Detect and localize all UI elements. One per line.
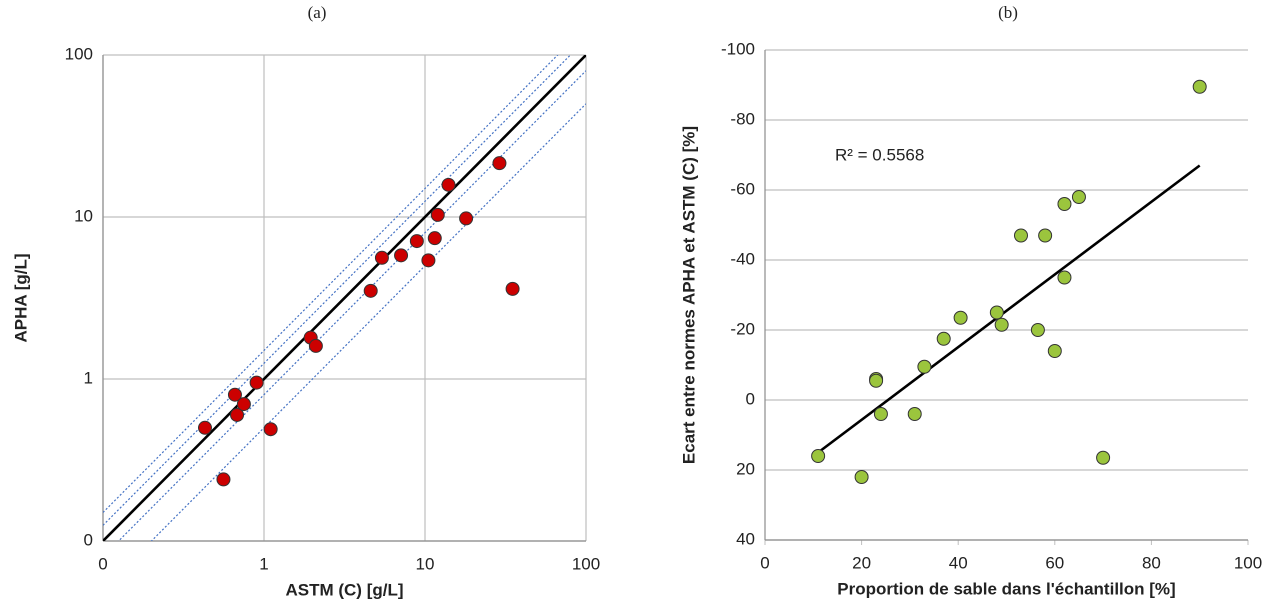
x-tick-label: 60 bbox=[1045, 553, 1064, 572]
y-tick-label: -40 bbox=[730, 249, 755, 268]
data-point bbox=[441, 177, 456, 192]
data-point bbox=[1030, 323, 1045, 337]
data-point bbox=[1013, 228, 1028, 243]
data-point bbox=[363, 283, 378, 298]
data-point bbox=[907, 407, 922, 421]
annotation: R² = 0.5568 bbox=[835, 145, 924, 164]
data-point bbox=[1096, 450, 1111, 465]
tolerance-line bbox=[103, 55, 559, 513]
data-point bbox=[505, 281, 520, 296]
y-tick-label: 100 bbox=[65, 44, 93, 63]
x-tick-label: 10 bbox=[416, 554, 435, 573]
y-tick-label: 0 bbox=[746, 389, 755, 408]
data-point bbox=[1071, 190, 1086, 204]
x-tick-label: 1 bbox=[259, 554, 268, 573]
y-tick-label: 20 bbox=[736, 459, 755, 478]
y-tick-label: -100 bbox=[721, 39, 755, 58]
x-tick-label: 100 bbox=[1234, 553, 1262, 572]
data-point bbox=[1192, 79, 1207, 94]
data-point bbox=[427, 231, 442, 246]
data-point bbox=[936, 331, 951, 346]
data-point bbox=[854, 470, 869, 484]
x-axis-label: Proportion de sable dans l'échantillon [… bbox=[837, 579, 1175, 598]
data-point bbox=[1057, 270, 1072, 285]
data-point bbox=[249, 375, 264, 390]
y-axis-label: Ecart entre normes APHA et ASTM (C) [%] bbox=[679, 126, 698, 464]
data-point bbox=[409, 234, 424, 249]
data-point bbox=[1047, 344, 1062, 358]
x-tick-label: 0 bbox=[98, 554, 107, 573]
data-point bbox=[459, 211, 474, 226]
panel-title: (b) bbox=[998, 3, 1018, 22]
tolerance-line bbox=[117, 70, 586, 541]
data-point bbox=[430, 207, 445, 222]
data-point bbox=[236, 397, 251, 412]
y-axis-label: APHA [g/L] bbox=[11, 253, 30, 342]
data-point bbox=[492, 156, 507, 171]
data-point bbox=[227, 387, 242, 402]
data-point bbox=[1057, 197, 1072, 211]
data-point bbox=[917, 359, 932, 374]
y-tick-label: 0 bbox=[84, 530, 93, 549]
y-tick-label: -60 bbox=[730, 179, 755, 198]
data-point bbox=[994, 317, 1009, 332]
x-tick-label: 100 bbox=[572, 554, 600, 573]
data-point bbox=[394, 248, 409, 263]
data-point bbox=[308, 338, 323, 353]
data-point bbox=[216, 472, 231, 487]
x-tick-label: 0 bbox=[760, 553, 769, 572]
data-point bbox=[421, 253, 436, 268]
data-point bbox=[989, 305, 1004, 320]
tolerance-line bbox=[150, 103, 586, 541]
y-tick-label: -80 bbox=[730, 109, 755, 128]
x-tick-label: 40 bbox=[949, 553, 968, 572]
reference-line bbox=[817, 164, 1201, 454]
data-point bbox=[953, 310, 968, 325]
data-point bbox=[374, 250, 389, 265]
reference-line bbox=[103, 55, 586, 541]
data-point bbox=[230, 407, 245, 422]
data-point bbox=[197, 420, 212, 435]
x-axis-label: ASTM (C) [g/L] bbox=[285, 580, 403, 599]
y-tick-label: -20 bbox=[730, 319, 755, 338]
y-tick-label: 1 bbox=[84, 368, 93, 387]
y-tick-label: 40 bbox=[736, 529, 755, 548]
data-point bbox=[811, 449, 826, 463]
panel-title: (a) bbox=[308, 3, 327, 22]
data-point bbox=[873, 407, 888, 421]
y-tick-label: 10 bbox=[74, 206, 93, 225]
x-tick-label: 20 bbox=[852, 553, 871, 572]
x-tick-label: 80 bbox=[1142, 553, 1161, 572]
data-point bbox=[869, 373, 884, 388]
data-point bbox=[263, 422, 278, 437]
data-point bbox=[1038, 228, 1053, 243]
